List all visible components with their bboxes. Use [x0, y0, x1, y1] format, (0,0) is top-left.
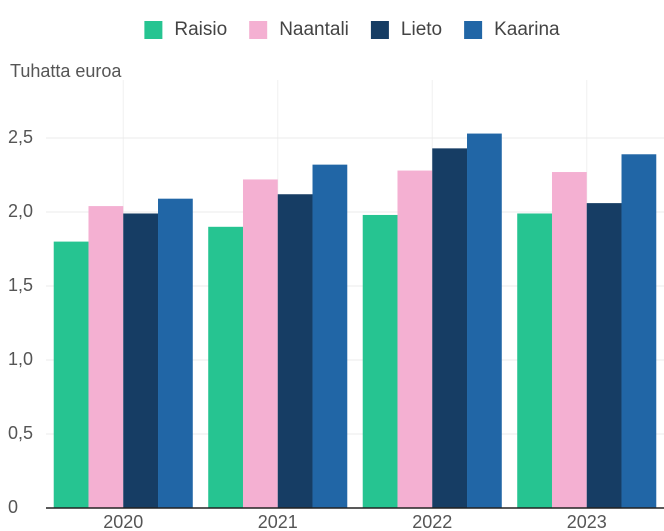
x-tick-label: 2022: [412, 512, 452, 531]
bar: [88, 206, 124, 508]
bar: [432, 148, 468, 509]
bar: [517, 213, 552, 509]
legend-swatch: [464, 21, 483, 39]
y-tick-label: 1,5: [8, 275, 33, 295]
legend-label: Lieto: [401, 19, 442, 40]
bar: [621, 154, 657, 508]
y-tick-label: 2,0: [8, 201, 33, 221]
y-tick-label: 2,5: [8, 127, 33, 147]
bar: [242, 179, 278, 508]
legend-swatch: [249, 21, 268, 39]
x-tick-label: 2023: [567, 512, 607, 531]
legend-label: Raisio: [174, 19, 227, 40]
bar: [551, 172, 587, 509]
bar: [53, 241, 89, 508]
legend-label: Naantali: [279, 19, 349, 40]
bar: [123, 213, 159, 509]
bar: [397, 170, 433, 508]
x-tick-label: 2021: [258, 512, 298, 531]
y-tick-label: 0: [8, 497, 18, 517]
x-tick-label: 2020: [103, 512, 143, 531]
bar: [467, 133, 502, 508]
legend-swatch: [144, 21, 163, 39]
legend-label: Kaarina: [494, 19, 560, 40]
bar: [208, 226, 243, 509]
y-tick-label: 1,0: [8, 349, 33, 369]
bar: [277, 194, 313, 509]
bar: [158, 198, 193, 508]
bar: [312, 164, 348, 508]
bar: [362, 214, 398, 508]
y-tick-label: 0,5: [8, 423, 33, 443]
bar: [586, 203, 622, 508]
y-axis-label: Tuhatta euroa: [10, 61, 122, 81]
legend-swatch: [370, 21, 389, 39]
